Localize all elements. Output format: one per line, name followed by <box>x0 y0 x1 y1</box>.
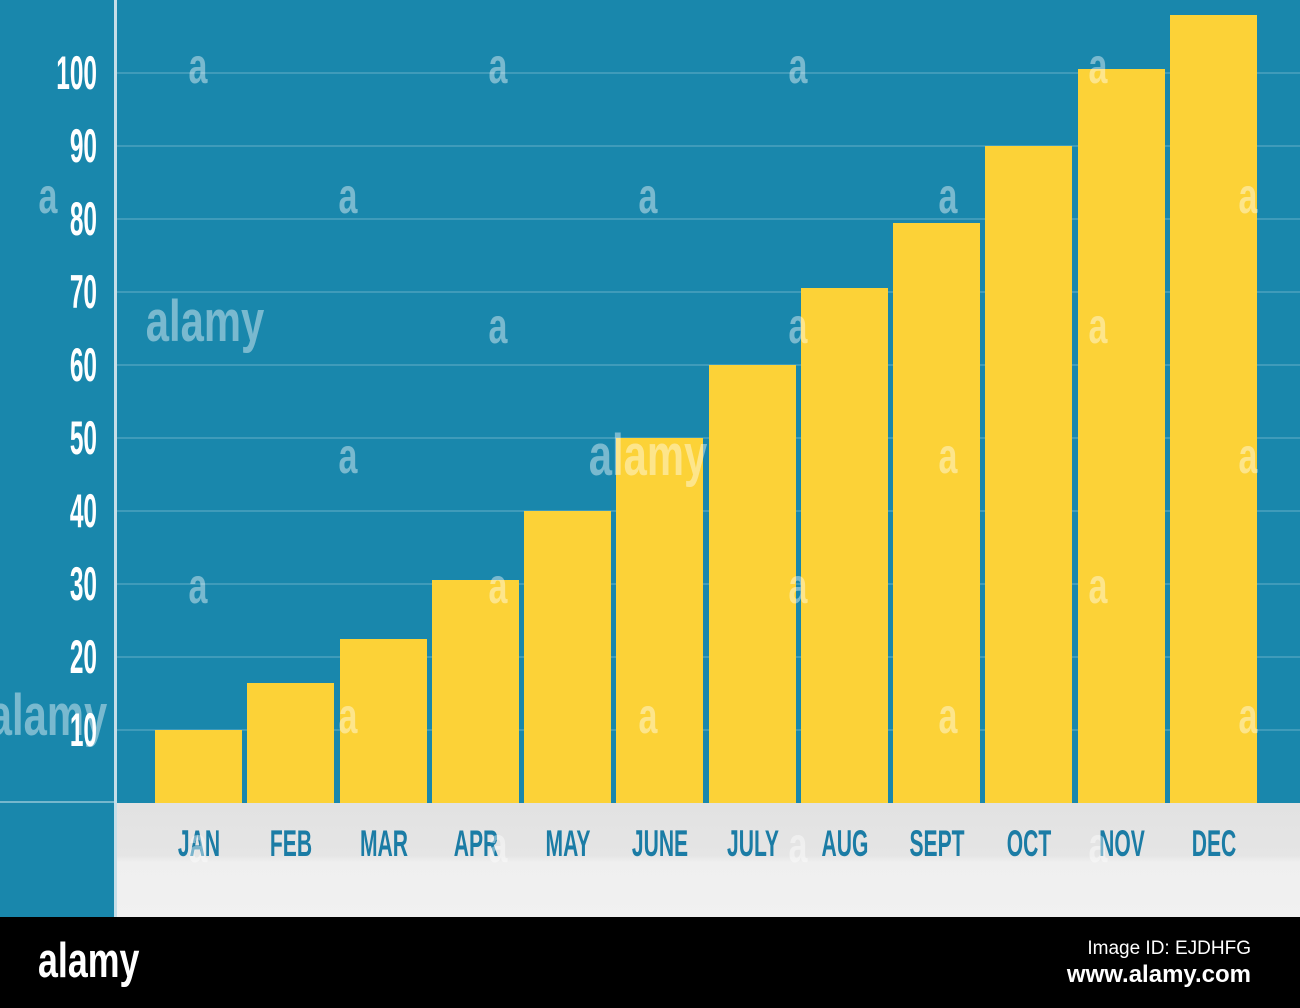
y-axis-tick-label-20: 20 <box>69 630 97 683</box>
gridline-60 <box>117 364 1300 366</box>
baseline-mark <box>0 801 114 803</box>
bar-july <box>709 365 796 803</box>
x-axis-label-may: MAY <box>545 823 590 864</box>
x-axis-label-july: JULY <box>726 823 779 864</box>
gridline-50 <box>117 437 1300 439</box>
gridline-30 <box>117 583 1300 585</box>
x-axis-label-apr: APR <box>453 823 498 864</box>
gridline-20 <box>117 656 1300 658</box>
bar-sept <box>893 223 980 803</box>
gridline-80 <box>117 218 1300 220</box>
x-axis-label-june: JUNE <box>631 823 688 864</box>
bar-apr <box>432 580 519 803</box>
gridline-40 <box>117 510 1300 512</box>
bar-aug <box>801 288 888 803</box>
x-axis-label-jan: JAN <box>177 823 220 864</box>
y-axis-tick-label-80: 80 <box>69 192 97 245</box>
bar-dec <box>1170 15 1257 803</box>
y-axis-tick-label-70: 70 <box>69 265 97 318</box>
y-axis: 10 20 30 40 50 60 70 80 90 100 <box>0 0 114 917</box>
x-axis-label-mar: MAR <box>359 823 408 864</box>
bar-jan <box>155 730 242 803</box>
y-axis-tick-label-90: 90 <box>69 119 97 172</box>
x-axis-label-oct: OCT <box>1006 823 1051 864</box>
bar-mar <box>340 639 427 803</box>
y-axis-line <box>114 0 117 917</box>
gridline-100 <box>117 72 1300 74</box>
y-axis-tick-label-50: 50 <box>69 411 97 464</box>
x-axis-band: JAN FEB MAR APR MAY JUNE JULY AUG SEPT OCT NOV DEC <box>117 803 1300 917</box>
x-axis-label-feb: FEB <box>269 823 312 864</box>
y-axis-tick-label-10: 10 <box>69 703 97 756</box>
x-axis-label-aug: AUG <box>821 823 868 864</box>
footer-credits: Image ID: EJDHFG www.alamy.com <box>1067 917 1251 1008</box>
alamy-logo: alamy <box>38 934 140 988</box>
alamy-url: www.alamy.com <box>1066 960 1251 988</box>
chart-plot-area <box>117 0 1300 803</box>
bar-nov <box>1078 69 1165 803</box>
bar-may <box>524 511 611 803</box>
x-axis-label-sept: SEPT <box>908 823 965 864</box>
gridline-90 <box>117 145 1300 147</box>
gridline-70 <box>117 291 1300 293</box>
bar-oct <box>985 146 1072 803</box>
y-axis-tick-label-100: 100 <box>56 46 97 99</box>
y-axis-tick-label-30: 30 <box>69 557 97 610</box>
alamy-footer-bar: alamy Image ID: EJDHFG www.alamy.com <box>0 917 1300 1008</box>
bar-feb <box>247 683 334 803</box>
x-axis-label-dec: DEC <box>1191 823 1236 864</box>
y-axis-tick-label-40: 40 <box>69 484 97 537</box>
x-axis-label-nov: NOV <box>1098 823 1145 864</box>
bar-june <box>616 438 703 803</box>
gridline-10 <box>117 729 1300 731</box>
image-id: Image ID: EJDHFG <box>1087 937 1251 959</box>
y-axis-tick-label-60: 60 <box>69 338 97 391</box>
